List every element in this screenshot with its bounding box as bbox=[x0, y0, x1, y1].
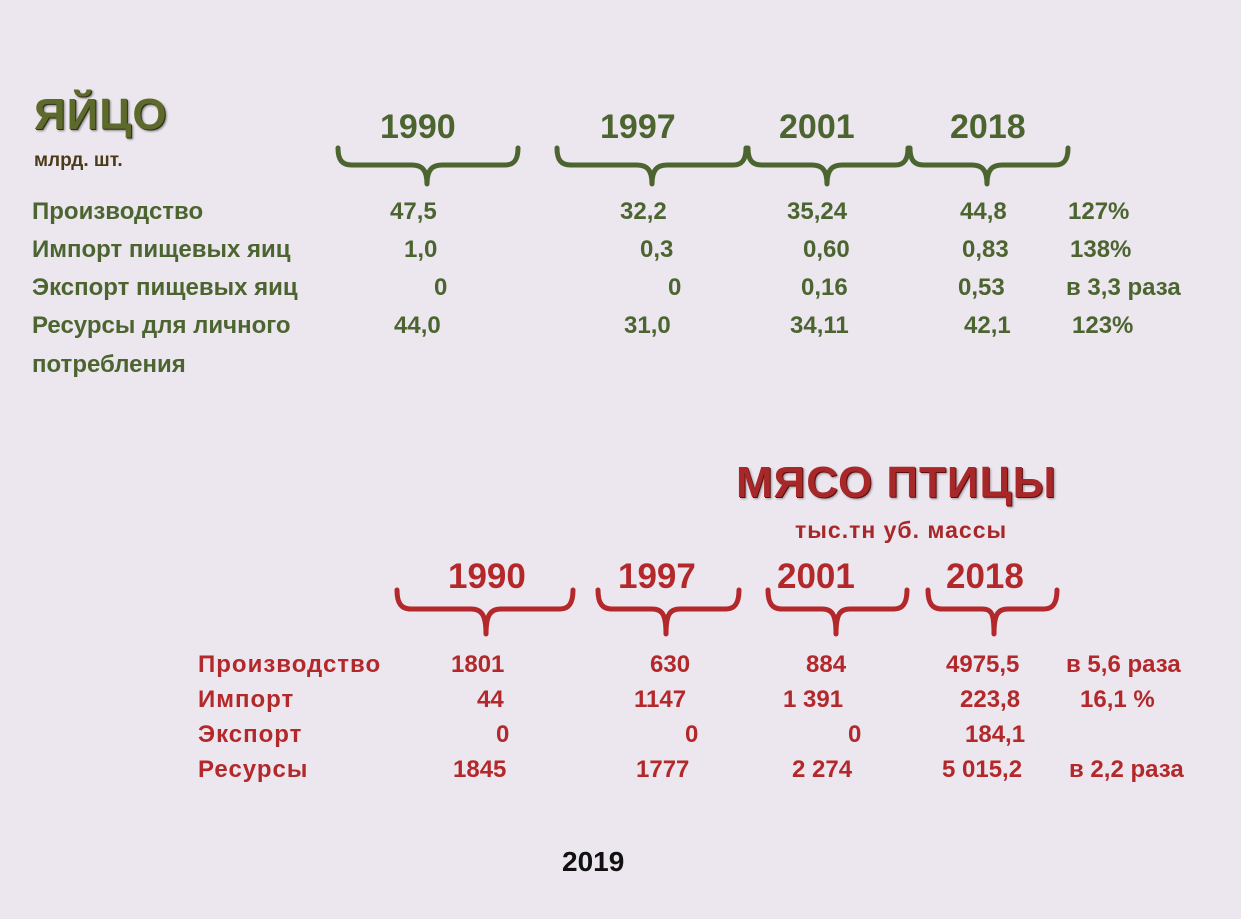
egg-value: 1,0 bbox=[404, 236, 438, 263]
poultry-value: 0 bbox=[685, 721, 699, 748]
egg-change: 127% bbox=[1068, 198, 1130, 225]
egg-value: 0 bbox=[434, 274, 448, 301]
egg-value: 34,11 bbox=[790, 312, 849, 339]
poultry-change: в 2,2 раза bbox=[1069, 756, 1184, 783]
egg-value: 47,5 bbox=[390, 198, 437, 225]
egg-year-1990: 1990 bbox=[380, 108, 456, 146]
poultry-value: 1777 bbox=[636, 756, 690, 783]
egg-row-label: Производство bbox=[32, 198, 204, 225]
poultry-value: 1147 bbox=[634, 686, 687, 713]
footer-year: 2019 bbox=[562, 846, 625, 877]
poultry-value: 630 bbox=[650, 651, 691, 678]
egg-brace-2001 bbox=[745, 145, 911, 187]
poultry-section-title: МЯСО ПТИЦЫ bbox=[736, 458, 1057, 507]
egg-brace-1990 bbox=[335, 145, 521, 187]
poultry-change: в 5,6 раза bbox=[1066, 651, 1181, 678]
egg-row-label: Ресурсы для личного bbox=[32, 312, 291, 339]
egg-value: 0,3 bbox=[640, 236, 674, 263]
egg-value: 44,0 bbox=[394, 312, 441, 339]
egg-year-2018: 2018 bbox=[950, 108, 1026, 146]
egg-change: в 3,3 раза bbox=[1066, 274, 1181, 301]
egg-row-label-cont: потребления bbox=[32, 351, 186, 378]
poultry-value: 5 015,2 bbox=[942, 756, 1023, 783]
poultry-value: 184,1 bbox=[965, 721, 1026, 748]
egg-value: 31,0 bbox=[624, 312, 671, 339]
egg-section-title: ЯЙЦО bbox=[34, 90, 168, 139]
poultry-value: 1 391 bbox=[783, 686, 844, 713]
poultry-row-label: Экспорт bbox=[198, 721, 303, 748]
poultry-row-label: Импорт bbox=[198, 686, 295, 713]
poultry-change: 16,1 % bbox=[1080, 686, 1155, 713]
poultry-year-1997: 1997 bbox=[618, 557, 696, 596]
poultry-year-2001: 2001 bbox=[777, 557, 855, 596]
egg-value: 35,24 bbox=[787, 198, 848, 225]
egg-unit-label: млрд. шт. bbox=[34, 150, 123, 171]
egg-row-label: Импорт пищевых яиц bbox=[32, 236, 291, 263]
egg-value: 0,60 bbox=[803, 236, 850, 263]
poultry-row-label: Ресурсы bbox=[198, 756, 309, 783]
poultry-row-label: Производство bbox=[198, 651, 382, 678]
poultry-brace-2001 bbox=[765, 587, 910, 637]
poultry-value: 0 bbox=[848, 721, 862, 748]
poultry-year-2018: 2018 bbox=[946, 557, 1024, 596]
egg-row-label: Экспорт пищевых яиц bbox=[32, 274, 298, 301]
poultry-value: 2 274 bbox=[792, 756, 853, 783]
egg-value: 0 bbox=[668, 274, 682, 301]
egg-value: 0,16 bbox=[801, 274, 848, 301]
egg-change: 123% bbox=[1072, 312, 1134, 339]
poultry-value: 884 bbox=[806, 651, 847, 678]
egg-change: 138% bbox=[1070, 236, 1132, 263]
poultry-brace-1990 bbox=[394, 587, 576, 637]
poultry-unit-label: тыс.тн уб. массы bbox=[795, 517, 1008, 543]
egg-value: 42,1 bbox=[964, 312, 1011, 339]
egg-brace-1997 bbox=[554, 145, 749, 187]
poultry-value: 223,8 bbox=[960, 686, 1021, 713]
egg-year-1997: 1997 bbox=[600, 108, 676, 146]
egg-value: 0,53 bbox=[958, 274, 1005, 301]
poultry-value: 1845 bbox=[453, 756, 507, 783]
poultry-brace-2018 bbox=[925, 587, 1060, 637]
egg-value: 44,8 bbox=[960, 198, 1007, 225]
egg-brace-2018 bbox=[907, 145, 1071, 187]
poultry-value: 44 bbox=[477, 686, 504, 713]
poultry-value: 0 bbox=[496, 721, 510, 748]
poultry-value: 1801 bbox=[451, 651, 505, 678]
egg-year-2001: 2001 bbox=[779, 108, 855, 146]
poultry-value: 4975,5 bbox=[946, 651, 1020, 678]
egg-value: 0,83 bbox=[962, 236, 1009, 263]
poultry-brace-1997 bbox=[595, 587, 742, 637]
egg-value: 32,2 bbox=[620, 198, 667, 225]
poultry-year-1990: 1990 bbox=[448, 557, 526, 596]
